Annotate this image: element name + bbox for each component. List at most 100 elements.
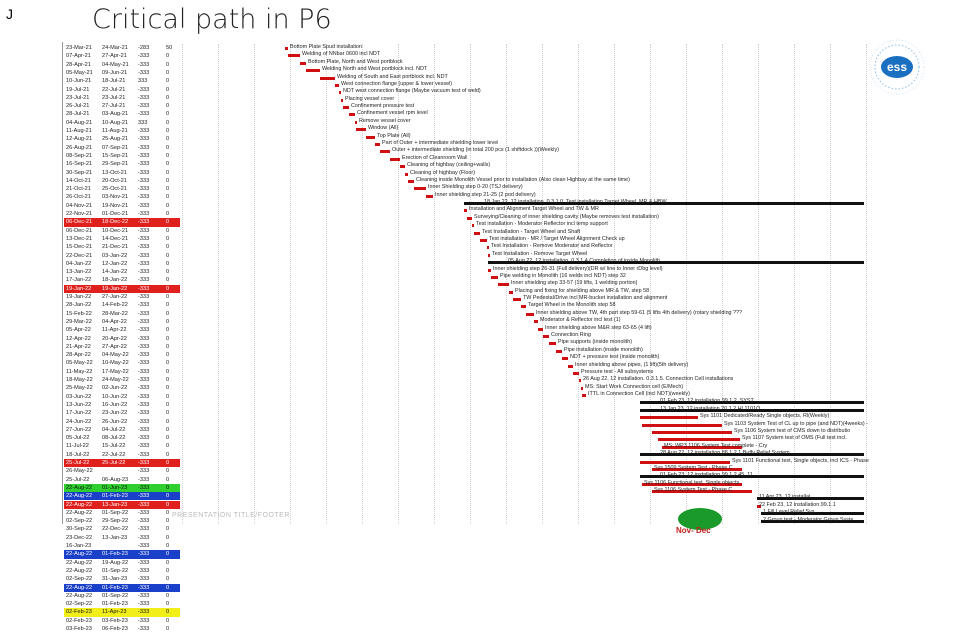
gantt-bar xyxy=(640,460,730,464)
gantt-bar xyxy=(556,349,562,353)
table-row: 22-Aug-22 01-Sep-22 -333 0 xyxy=(64,509,180,517)
table-cell-finish: 08-Jul-22 xyxy=(102,435,126,442)
table-cell-total-float: -333 xyxy=(138,460,150,466)
table-cell-finish: 11-Aug-21 xyxy=(102,128,128,134)
table-row: 24-Jun-22 26-Jun-22 -333 0 xyxy=(64,418,180,426)
gantt-task-label: 22 Feb 23, 12 installation.99.1.1 xyxy=(759,501,836,508)
table-cell-start: 17-Jun-22 xyxy=(66,410,92,417)
table-cell-finish: 04-May-22 xyxy=(102,352,129,359)
gantt-bar xyxy=(562,357,568,361)
table-cell-total-float: -333 xyxy=(138,377,150,383)
gantt-task-label: 26 Aug 22, 12 installation. 0.3.1.5. Con… xyxy=(583,376,734,383)
table-cell-duration: 0 xyxy=(166,368,170,375)
table-cell-finish: 07-Sep-21 xyxy=(102,144,129,151)
gantt-bar xyxy=(306,69,320,73)
gantt-bar xyxy=(356,128,366,132)
table-cell-total-float: -333 xyxy=(138,617,150,624)
table-cell-start: 25-Jul-22 xyxy=(66,476,90,483)
gantt-task-label: TW Pedestal/Drive incl MR-bucket install… xyxy=(523,295,668,302)
gantt-task-label: Pipe installation (inside monolith) xyxy=(564,346,643,353)
table-cell-finish: 03-Aug-21 xyxy=(102,111,129,118)
table-cell-start: 26-Aug-21 xyxy=(66,144,93,151)
table-cell-start: 22-Aug-22 xyxy=(66,551,93,558)
table-cell-total-float: -333 xyxy=(138,567,150,574)
gantt-task-label: Erection of Cleanroom Wall xyxy=(402,154,468,161)
gantt-bar xyxy=(355,120,357,124)
table-cell-start: 28-Apr-22 xyxy=(66,352,91,359)
table-cell-duration: 0 xyxy=(166,393,170,400)
table-cell-start: 16-Sep-21 xyxy=(66,161,93,168)
gantt-task-label: Welding North and West portblock incl. N… xyxy=(322,66,428,73)
table-cell-duration: 50 xyxy=(166,45,173,51)
table-cell-finish: 11-Apr-23 xyxy=(102,609,127,616)
table-cell-start: 28-Jan-22 xyxy=(66,302,92,309)
table-cell-total-float: -333 xyxy=(138,310,150,317)
table-cell-duration: 0 xyxy=(166,609,170,616)
table-cell-finish: 03-Feb-23 xyxy=(102,617,128,624)
table-row: 23-Mar-21 24-Mar-21 -283 50 xyxy=(64,44,180,52)
table-cell-finish: 22-Jul-21 xyxy=(102,86,126,93)
gantt-bar xyxy=(487,246,489,250)
table-row: 04-Aug-21 10-Aug-21 333 0 xyxy=(64,119,180,127)
table-cell-finish: 14-Feb-22 xyxy=(102,302,128,309)
table-cell-finish: 01-Feb-23 xyxy=(102,601,128,608)
table-cell-start: 02-Sep-22 xyxy=(66,576,93,583)
table-cell-duration: 0 xyxy=(166,451,170,458)
table-cell-finish: 04-May-21 xyxy=(102,61,129,68)
gantt-bar xyxy=(426,194,433,198)
gantt-bar xyxy=(335,83,339,87)
gantt-bar xyxy=(538,327,543,331)
table-cell-duration: 0 xyxy=(166,335,170,342)
table-row: 12-Apr-22 20-Apr-22 -333 0 xyxy=(64,335,180,343)
table-cell-duration: 0 xyxy=(166,94,170,101)
gantt-chart: Bottom Plate Spud installation Welding of… xyxy=(182,44,872,524)
table-cell-duration: 0 xyxy=(166,211,170,217)
table-row: 26-Jul-21 27-Jul-21 -333 0 xyxy=(64,102,180,110)
table-cell-start: 28-Jul-21 xyxy=(66,111,90,118)
gantt-task-label: NDT west connection flange (Maybe vacuum… xyxy=(343,88,481,95)
gantt-task-label: 01 Feb 23, 12 installation.99.1.2. SYST xyxy=(660,398,754,405)
table-cell-total-float: -333 xyxy=(138,260,150,267)
gantt-task-label: Confinement vessel rpm level xyxy=(357,110,428,117)
gantt-gridline xyxy=(218,44,219,524)
table-cell-duration: 0 xyxy=(166,576,170,583)
gantt-gridline xyxy=(254,44,255,524)
gantt-gridline xyxy=(794,44,795,524)
gantt-bar xyxy=(652,490,752,494)
table-row: 22-Aug-22 01-Sep-22 -333 0 xyxy=(64,592,180,600)
table-row: 11-May-22 17-May-22 -333 0 xyxy=(64,368,180,376)
table-cell-start: 12-Aug-21 xyxy=(66,136,93,143)
gantt-task-label: Outer + intermediate shielding (in total… xyxy=(392,147,559,154)
table-cell-total-float: -333 xyxy=(138,451,150,458)
gantt-task-label: 2 Group test - Moderator Group Syste xyxy=(763,516,854,523)
gantt-bar xyxy=(543,335,549,338)
table-cell-total-float: -283 xyxy=(138,45,150,51)
table-cell-start: 10-Jun-21 xyxy=(66,78,92,85)
table-cell-start: 18-May-22 xyxy=(66,377,93,383)
gantt-task-label: ITTL in Connection Cell (incl NDT)(weekl… xyxy=(588,391,690,398)
table-row: 28-Apr-21 04-May-21 -333 0 xyxy=(64,61,180,69)
gantt-task-label: Sys 1106 System test of CMS down to dist… xyxy=(734,428,851,434)
gantt-task-label: 1 Fill Level Relief Sys xyxy=(763,509,815,516)
table-cell-duration: 0 xyxy=(166,518,170,525)
table-row: 02-Sep-22 01-Feb-23 -333 0 xyxy=(64,600,180,608)
table-cell-duration: 0 xyxy=(166,78,170,85)
gantt-task-label: Cleaning inside Monolith Vessel prior to… xyxy=(416,176,630,183)
gantt-bar xyxy=(534,320,538,324)
gantt-bar xyxy=(521,305,526,309)
table-row: 19-Jan-22 19-Jan-22 -333 0 xyxy=(64,284,180,293)
gantt-task-label: Cleaning of highbay (Floor) xyxy=(410,169,476,176)
table-cell-total-float: -333 xyxy=(138,626,150,632)
table-cell-duration: 0 xyxy=(166,136,170,143)
table-cell-total-float: -333 xyxy=(138,186,150,193)
table-cell-total-float: -333 xyxy=(138,152,150,159)
gantt-bar xyxy=(491,275,498,279)
table-row: 25-Jul-22 06-Aug-23 -333 0 xyxy=(64,476,180,484)
table-cell-start: 22-Dec-21 xyxy=(66,252,93,259)
table-cell-total-float: -333 xyxy=(138,103,150,110)
table-cell-start: 02-Sep-22 xyxy=(66,518,93,525)
table-cell-total-float: -333 xyxy=(138,484,150,491)
table-cell-total-float: -333 xyxy=(138,601,150,608)
table-cell-duration: 0 xyxy=(166,194,170,201)
table-cell-finish: 26-Jun-22 xyxy=(102,418,128,425)
